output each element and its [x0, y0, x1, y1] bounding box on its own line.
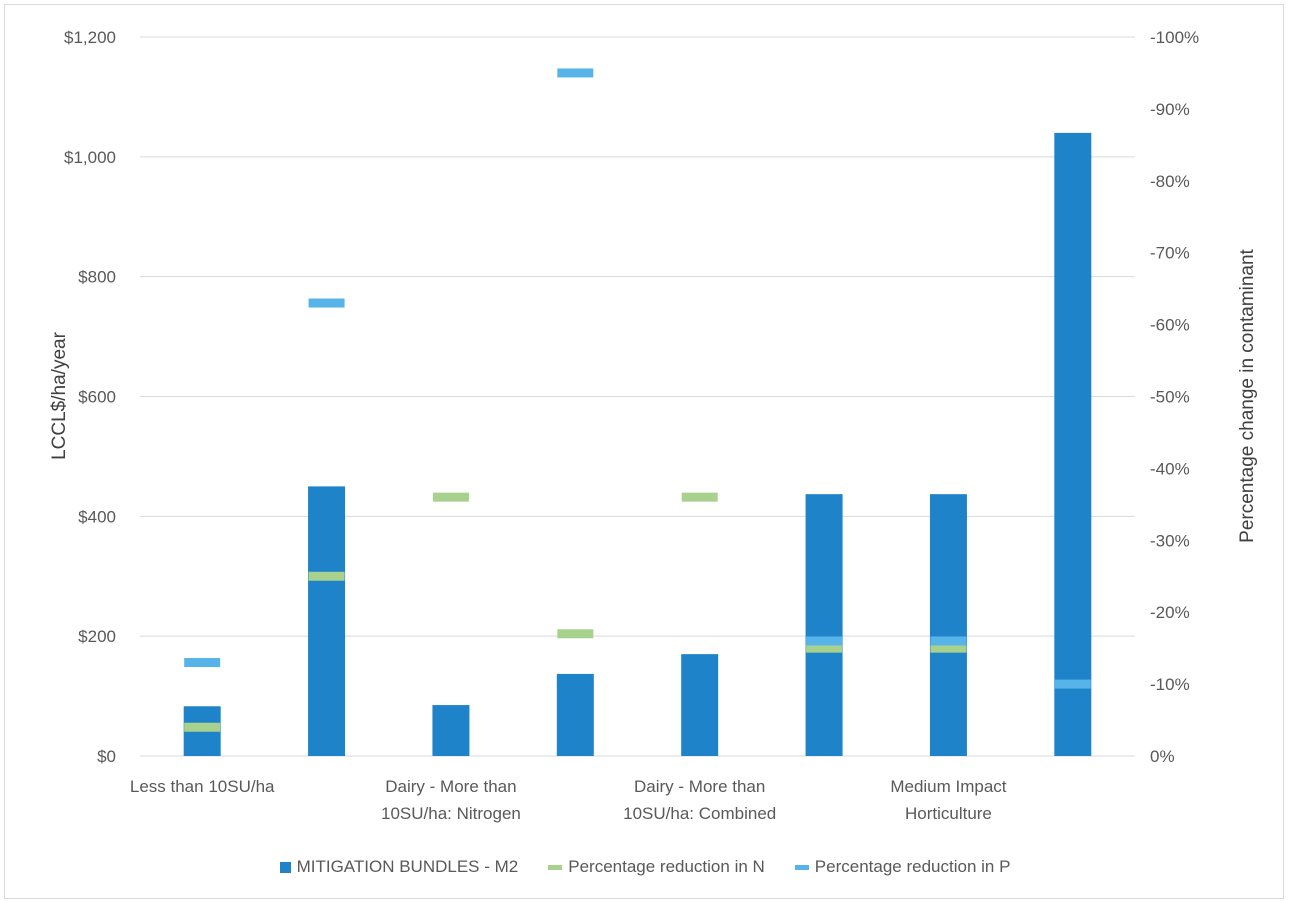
category-label: Dairy - More than 10SU/ha: Combined — [623, 777, 776, 823]
category-label-line: Less than 10SU/ha — [130, 777, 275, 796]
bar — [1054, 132, 1092, 756]
n-marker — [557, 629, 594, 639]
bar — [556, 673, 594, 756]
y-tick-label: $400 — [78, 507, 116, 526]
y2-tick-label: -60% — [1150, 316, 1190, 335]
y-axis-ticks: $0 $200 $400 $600 $800 $1,000 $1,200 — [64, 28, 116, 766]
legend-item-n: Percentage reduction in N — [548, 857, 765, 877]
legend-label-bars: MITIGATION BUNDLES - M2 — [296, 857, 519, 876]
category-label-line: 10SU/ha: Combined — [623, 804, 776, 823]
category-label: Medium Impact Horticulture — [890, 777, 1006, 823]
gridlines — [140, 36, 1135, 757]
category-label: Less than 10SU/ha — [130, 777, 275, 796]
category-label: Dairy - More than 10SU/ha: Nitrogen — [381, 777, 521, 823]
n-marker — [184, 722, 221, 732]
legend: MITIGATION BUNDLES - M2 Percentage reduc… — [0, 857, 1290, 877]
legend-swatch-bars — [279, 861, 291, 873]
legend-item-p: Percentage reduction in P — [794, 857, 1011, 877]
y-tick-label: $0 — [97, 747, 116, 766]
y2-tick-label: -80% — [1150, 172, 1190, 191]
y-tick-label: $600 — [78, 388, 116, 407]
y-tick-label: $1,000 — [64, 148, 116, 167]
y2-tick-label: -30% — [1150, 531, 1190, 550]
y2-axis-title: Percentage change in contaminant — [1237, 248, 1258, 542]
y2-tick-label: -10% — [1150, 675, 1190, 694]
p-marker-series — [184, 68, 1091, 689]
p-marker — [308, 298, 345, 308]
p-marker — [557, 68, 594, 78]
y2-tick-label: 0% — [1150, 747, 1175, 766]
y-tick-label: $200 — [78, 627, 116, 646]
bar — [805, 494, 843, 756]
bar-series — [183, 132, 1092, 756]
n-marker — [806, 643, 843, 653]
n-marker — [681, 492, 718, 502]
bar — [308, 486, 346, 756]
y2-tick-label: -50% — [1150, 388, 1190, 407]
bar — [929, 494, 967, 756]
p-marker — [930, 636, 967, 646]
category-label-line: Dairy - More than — [634, 777, 765, 796]
category-label-line: Horticulture — [905, 804, 992, 823]
legend-label-p: Percentage reduction in P — [814, 857, 1011, 876]
n-marker — [930, 643, 967, 653]
y2-tick-label: -40% — [1150, 459, 1190, 478]
y2-axis-ticks: 0% -10% -20% -30% -40% -50% -60% -70% -80% -90% -1… — [1150, 28, 1199, 766]
n-marker — [432, 492, 469, 502]
legend-item-bars: MITIGATION BUNDLES - M2 — [279, 857, 519, 877]
legend-label-n: Percentage reduction in N — [568, 857, 765, 876]
p-marker — [1054, 679, 1091, 689]
n-marker — [308, 571, 345, 581]
legend-swatch-p — [794, 864, 809, 870]
y-tick-label: $1,200 — [64, 28, 116, 47]
y2-tick-label: -20% — [1150, 603, 1190, 622]
p-marker — [184, 658, 221, 668]
legend-swatch-n — [548, 864, 563, 870]
p-marker — [806, 636, 843, 646]
category-label-line: 10SU/ha: Nitrogen — [381, 804, 521, 823]
bar — [681, 654, 719, 756]
category-labels: Less than 10SU/ha Dairy - More than 10SU/h… — [130, 777, 1007, 823]
n-marker-series — [184, 492, 967, 732]
category-label-line: Dairy - More than — [385, 777, 516, 796]
bar — [432, 705, 470, 756]
category-label-line: Medium Impact — [890, 777, 1006, 796]
y-tick-label: $800 — [78, 268, 116, 287]
y-axis-title: LCCL$/ha/year — [49, 331, 70, 459]
y2-tick-label: -100% — [1150, 28, 1199, 47]
y2-tick-label: -70% — [1150, 244, 1190, 263]
y2-tick-label: -90% — [1150, 100, 1190, 119]
